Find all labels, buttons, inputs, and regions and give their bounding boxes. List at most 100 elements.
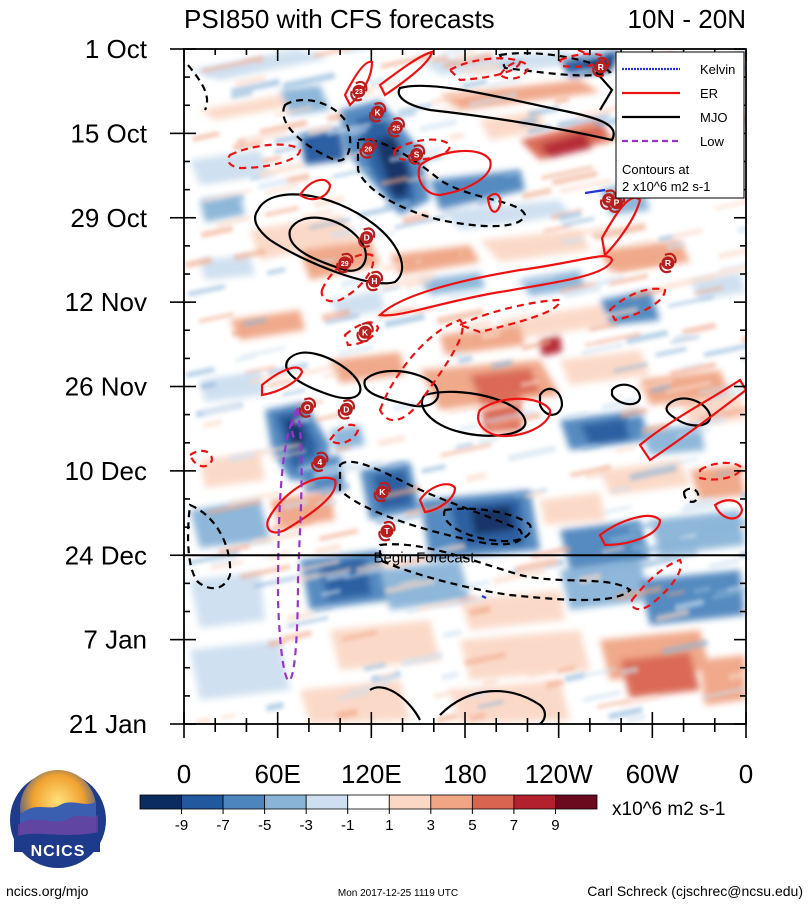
texture-streak xyxy=(419,250,461,264)
texture-streak xyxy=(265,701,285,712)
texture-streak xyxy=(393,401,419,412)
texture-streak xyxy=(443,595,489,609)
footer-author: Carl Schreck (cjschrec@ncsu.edu) xyxy=(587,883,803,899)
texture-streak xyxy=(226,490,281,507)
texture-streak xyxy=(540,165,594,180)
colorbar-tick-label: -3 xyxy=(300,817,313,834)
texture-streak xyxy=(527,667,550,678)
texture-streak xyxy=(630,286,665,300)
storm-marker: K xyxy=(368,102,387,123)
texture-streak xyxy=(492,567,546,585)
texture-streak xyxy=(318,528,359,542)
texture-streak xyxy=(583,667,617,678)
texture-streak xyxy=(397,102,433,114)
texture-streak xyxy=(383,485,421,500)
texture-streak xyxy=(626,714,646,723)
texture-streak xyxy=(274,105,313,118)
texture-streak xyxy=(266,267,286,276)
texture-streak xyxy=(545,679,564,689)
texture-streak xyxy=(406,173,438,183)
texture-streak xyxy=(470,712,486,721)
texture-streak xyxy=(432,55,449,64)
x-tick-label: 0 xyxy=(739,759,753,789)
texture-streak xyxy=(558,210,582,222)
texture-streak xyxy=(562,216,595,227)
texture-streak xyxy=(315,257,335,266)
texture-streak xyxy=(658,234,674,242)
texture-streak xyxy=(664,398,700,409)
texture-streak xyxy=(745,55,746,63)
texture-streak xyxy=(421,464,446,474)
texture-streak xyxy=(480,329,501,341)
texture-streak xyxy=(554,96,570,105)
texture-streak xyxy=(564,671,587,683)
texture-streak xyxy=(205,169,253,183)
colorbar-swatch xyxy=(555,794,598,810)
colorbar-swatch xyxy=(264,794,307,810)
texture-streak xyxy=(632,239,653,247)
texture-streak xyxy=(326,112,345,122)
texture-streak xyxy=(313,605,335,613)
colorbar-swatch xyxy=(347,794,390,810)
texture-streak xyxy=(491,359,513,370)
storm-marker: K xyxy=(373,481,391,503)
axis-ticks xyxy=(170,48,747,738)
texture-streak xyxy=(276,49,316,53)
texture-streak xyxy=(299,558,341,573)
texture-streak xyxy=(440,443,492,458)
texture-streak xyxy=(648,457,699,471)
kelvin-contours xyxy=(481,188,606,599)
texture-streak xyxy=(348,681,393,694)
storm-label: K xyxy=(379,487,386,497)
texture-streak xyxy=(323,371,341,379)
texture-streak xyxy=(185,256,213,269)
storm-marker: 4 xyxy=(311,451,329,472)
texture-streak xyxy=(343,567,384,580)
texture-streak xyxy=(616,258,660,273)
texture-streak xyxy=(715,470,732,477)
storm-marker: R xyxy=(659,252,677,274)
texture-streak xyxy=(563,284,601,299)
storm-marker: K xyxy=(356,322,374,343)
texture-streak xyxy=(436,713,458,723)
lat-band-label: 10N - 20N xyxy=(628,4,747,34)
texture-streak xyxy=(259,119,308,136)
texture-streak xyxy=(490,643,516,653)
texture-streak xyxy=(462,61,500,75)
mjo-contours xyxy=(254,71,712,724)
texture-streak xyxy=(284,172,311,185)
texture-streak xyxy=(631,542,648,551)
texture-streak xyxy=(210,556,236,566)
texture-streak xyxy=(701,687,744,700)
texture-streak xyxy=(694,401,743,416)
legend-label: MJO xyxy=(700,110,727,125)
storm-marker: D xyxy=(337,399,356,420)
texture-streak xyxy=(230,78,281,96)
texture-streak xyxy=(557,665,576,674)
storm-label: O xyxy=(304,403,311,413)
texture-streak xyxy=(469,605,492,617)
storm-label: H xyxy=(371,276,377,286)
texture-streak xyxy=(560,281,596,294)
texture-streak xyxy=(218,542,251,555)
colorbar-swatch xyxy=(305,794,349,810)
legend: Kelvin ER MJO Low Contours at 2 x10^6 m2 s-… xyxy=(615,51,745,199)
texture-streak xyxy=(628,521,654,532)
texture-streak xyxy=(417,598,460,612)
storm-label: D xyxy=(364,233,370,243)
texture-streak xyxy=(634,554,681,570)
texture-streak xyxy=(503,170,521,178)
contours xyxy=(186,49,746,724)
texture-streak xyxy=(210,559,244,571)
texture-streak xyxy=(262,155,282,164)
texture-streak xyxy=(741,326,746,343)
x-tick-label: 180 xyxy=(443,759,486,789)
chart-title: PSI850 with CFS forecasts xyxy=(184,4,495,34)
texture-streak xyxy=(740,346,746,363)
texture-streak xyxy=(220,713,236,720)
forecast-label: Begin Forecast xyxy=(374,549,476,566)
texture-streak xyxy=(257,177,289,190)
texture-streak xyxy=(253,49,300,63)
texture-streak xyxy=(459,423,479,432)
